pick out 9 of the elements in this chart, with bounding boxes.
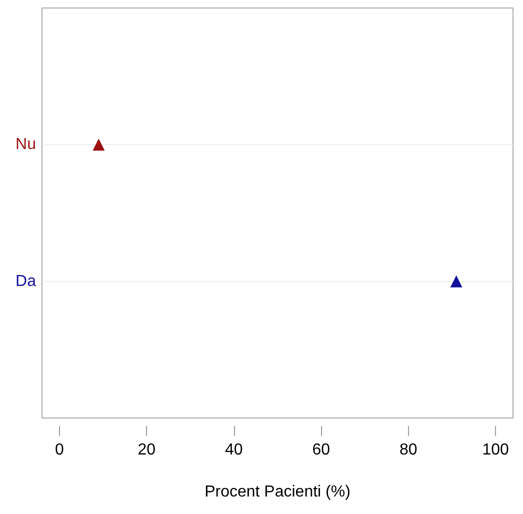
y-tick-label: Da: [16, 272, 36, 290]
x-tick-label: 0: [54, 442, 64, 458]
x-tick-label: 60: [312, 442, 330, 458]
y-tick-label: Nu: [16, 136, 36, 154]
x-axis-title: Procent Pacienti (%): [204, 484, 350, 500]
x-tick-label: 100: [482, 442, 509, 458]
x-tick-label: 20: [138, 442, 156, 458]
x-tick-label: 80: [399, 442, 418, 458]
x-tick-label: 40: [224, 442, 243, 458]
